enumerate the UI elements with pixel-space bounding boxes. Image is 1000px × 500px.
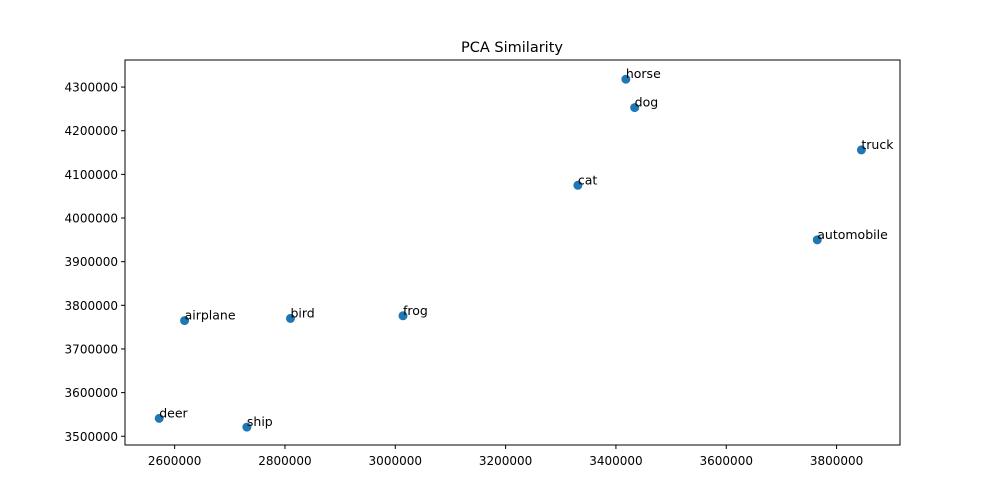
y-tick-label: 3900000 bbox=[65, 255, 118, 269]
point-label-automobile: automobile bbox=[817, 227, 888, 242]
point-label-horse: horse bbox=[626, 66, 661, 81]
y-tick-label: 4300000 bbox=[65, 81, 118, 95]
data-point-ship bbox=[242, 422, 252, 432]
data-points: horse dog truck cat automobile frog bird airpla… bbox=[154, 66, 894, 432]
point-label-dog: dog bbox=[635, 95, 659, 110]
y-tick-label: 3600000 bbox=[65, 386, 118, 400]
point-label-frog: frog bbox=[403, 303, 428, 318]
y-tick-label: 3700000 bbox=[65, 342, 118, 356]
point-label-truck: truck bbox=[861, 137, 894, 152]
x-tick-label: 2600000 bbox=[148, 454, 201, 468]
data-point-frog bbox=[398, 311, 408, 321]
y-tick-label: 4000000 bbox=[65, 212, 118, 226]
y-tick-label: 4200000 bbox=[65, 124, 118, 138]
data-point-horse bbox=[621, 74, 631, 84]
data-point-dog bbox=[630, 103, 640, 113]
data-point-cat bbox=[573, 180, 583, 190]
data-point-bird bbox=[285, 313, 295, 323]
point-label-airplane: airplane bbox=[185, 308, 236, 323]
y-tick-label: 3800000 bbox=[65, 299, 118, 313]
data-point-automobile bbox=[812, 235, 822, 245]
x-axis: 2600000 2800000 3000000 3200000 3400000 36000… bbox=[148, 445, 863, 468]
x-tick-label: 3200000 bbox=[479, 454, 532, 468]
x-tick-label: 3600000 bbox=[700, 454, 753, 468]
y-tick-label: 3500000 bbox=[65, 430, 118, 444]
data-point-airplane bbox=[180, 316, 190, 326]
y-axis: 3500000 3600000 3700000 3800000 3900000 40000… bbox=[65, 81, 125, 444]
point-label-deer: deer bbox=[159, 405, 188, 420]
x-tick-label: 3400000 bbox=[589, 454, 642, 468]
y-tick-label: 4100000 bbox=[65, 168, 118, 182]
chart-title: PCA Similarity bbox=[461, 40, 563, 56]
data-point-deer bbox=[154, 413, 164, 423]
point-label-bird: bird bbox=[290, 305, 314, 320]
data-point-truck bbox=[856, 145, 866, 155]
x-tick-label: 3000000 bbox=[369, 454, 422, 468]
x-tick-label: 2800000 bbox=[258, 454, 311, 468]
point-label-cat: cat bbox=[578, 172, 598, 187]
x-tick-label: 3800000 bbox=[810, 454, 863, 468]
plot-area-frame bbox=[124, 59, 901, 446]
point-label-ship: ship bbox=[247, 414, 273, 429]
